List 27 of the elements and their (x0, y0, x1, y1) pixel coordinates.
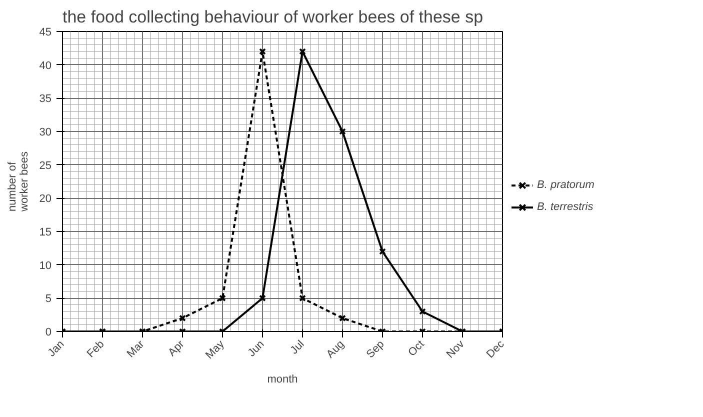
x-tick-label: Feb (84, 338, 107, 360)
y-tick-label: 40 (39, 60, 52, 72)
y-tick-label: 10 (39, 260, 52, 272)
x-tick-label: Nov (444, 338, 468, 361)
x-tick-label: May (204, 338, 228, 362)
x-tick-label: Jan (46, 338, 67, 360)
x-tick-label: Dec (484, 338, 508, 361)
x-tick-label: Apr (166, 338, 187, 359)
legend-label: B. terrestris (537, 200, 594, 212)
y-axis-title: number of worker bees (6, 151, 30, 212)
chart-title: the food collecting behaviour of worker bees of these sp (62, 8, 484, 26)
y-tick-label: 5 (45, 293, 52, 306)
x-tick-label: Jun (246, 338, 267, 360)
y-tick-label: 45 (39, 26, 52, 38)
x-tick-label: Aug (324, 338, 347, 361)
x-tick-label: Sep (364, 338, 387, 361)
legend-label: B. pratorum (537, 178, 594, 190)
x-tick-label: Mar (124, 338, 147, 360)
y-tick-label: 0 (45, 326, 52, 338)
y-tick-label: 25 (39, 160, 52, 172)
x-axis-title: month (267, 374, 298, 386)
y-tick-label: 35 (39, 93, 52, 106)
x-tick-label: Jul (288, 338, 307, 357)
x-tick-label: Oct (406, 338, 427, 359)
y-tick-label: 15 (39, 226, 52, 238)
y-tick-label: 20 (39, 193, 52, 206)
y-tick-label: 30 (39, 126, 52, 138)
